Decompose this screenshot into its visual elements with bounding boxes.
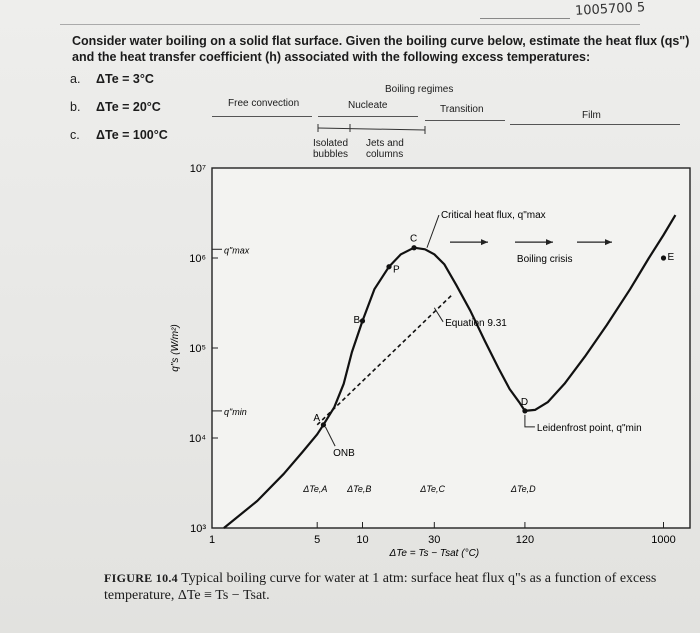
part-c-label: c. — [70, 128, 80, 142]
dt-d-label: ΔTe,D — [510, 484, 536, 494]
part-a-label: a. — [70, 72, 81, 86]
leidenfrost-leader — [524, 414, 535, 428]
x-tick-label-3: 30 — [428, 534, 440, 546]
dt-c-label: ΔTe,C — [419, 484, 445, 494]
x-tick-label-5: 1000 — [651, 534, 675, 546]
crisis-arrowhead-1 — [546, 239, 553, 246]
crisis-arrowhead-0 — [481, 239, 488, 246]
y-tick-label-2: 10⁵ — [189, 343, 206, 355]
onb-label: ONB — [333, 448, 355, 459]
regime-isolated-bubbles: Isolated bubbles — [313, 138, 349, 160]
part-c-text: ΔTe = 100°C — [96, 128, 168, 142]
regime-free-line — [212, 116, 312, 117]
x-tick-label-2: 10 — [356, 534, 368, 546]
qmin-label: q"min — [224, 407, 247, 417]
handwritten-scribble — [480, 6, 570, 19]
y-tick-label-1: 10⁴ — [189, 433, 206, 445]
x-tick-label-0: 1 — [209, 534, 215, 546]
y-tick-label-3: 10⁶ — [189, 253, 206, 265]
point-p-dot — [386, 264, 392, 270]
x-axis-label: ΔTe = Ts − Tsat (°C) — [388, 548, 479, 559]
regime-jets-columns: Jets and columns — [366, 138, 404, 160]
part-b: b. ΔTe = 20°C — [70, 100, 161, 114]
equation-line — [316, 293, 454, 426]
y-axis-label: q"s (W/m²) — [170, 324, 181, 371]
point-b-dot — [359, 318, 366, 324]
regime-free-convection: Free convection — [228, 98, 300, 109]
top-rule — [60, 24, 640, 25]
point-a-label: A — [313, 413, 320, 424]
point-c-label: C — [410, 234, 417, 245]
part-a-text: ΔTe = 3°C — [96, 72, 154, 86]
point-e-dot — [660, 255, 667, 261]
dt-b-label: ΔTe,B — [346, 484, 371, 494]
problem-statement: Consider water boiling on a solid flat s… — [72, 34, 690, 64]
y-tick-label-0: 10³ — [190, 523, 206, 535]
point-b-label: B — [353, 315, 360, 326]
regime-film: Film — [582, 110, 601, 121]
equation-leader — [433, 307, 444, 323]
part-b-label: b. — [70, 100, 81, 114]
leidenfrost-label: Leidenfrost point, q"min — [537, 423, 642, 434]
part-b-text: ΔTe = 20°C — [96, 100, 161, 114]
equation-label: Equation 9.31 — [445, 318, 507, 329]
figure-caption-text: Typical boiling curve for water at 1 atm… — [104, 571, 657, 603]
qmax-label: q"max — [224, 245, 250, 255]
point-p-label: P — [393, 265, 400, 276]
chf-leader — [426, 214, 440, 248]
point-d-dot — [522, 408, 528, 414]
part-c: c. ΔTe = 100°C — [70, 128, 168, 142]
regimes-title: Boiling regimes — [385, 84, 454, 95]
part-a: a. ΔTe = 3°C — [70, 72, 154, 86]
figure-caption: FIGURE 10.4 Typical boiling curve for wa… — [104, 570, 694, 604]
y-tick-label-4: 10⁷ — [190, 163, 206, 175]
regime-film-line — [510, 124, 680, 125]
boiling-curve-line-0 — [223, 214, 677, 529]
regime-nucleate: Nucleate — [348, 100, 388, 111]
critical-heat-flux-label: Critical heat flux, q"max — [441, 210, 546, 221]
onb-leader — [324, 426, 336, 447]
crisis-arrowhead-2 — [605, 239, 612, 246]
x-tick-label-4: 120 — [516, 534, 534, 546]
figure-label: FIGURE 10.4 — [104, 571, 178, 585]
point-a-dot — [320, 422, 327, 428]
regime-transition-line — [425, 120, 505, 121]
point-d-label: D — [521, 397, 528, 408]
point-c-dot — [411, 245, 417, 251]
dt-a-label: ΔTe,A — [302, 484, 327, 494]
boiling-crisis-label: Boiling crisis — [517, 254, 573, 265]
regime-nucleate-line — [318, 116, 418, 117]
point-e-label: E — [667, 252, 674, 263]
regime-transition: Transition — [440, 104, 484, 115]
plot-area — [211, 167, 691, 529]
x-tick-label-1: 5 — [314, 534, 320, 546]
